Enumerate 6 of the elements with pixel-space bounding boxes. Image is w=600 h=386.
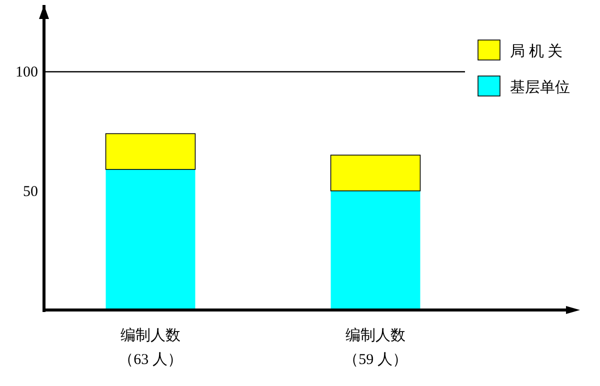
y-tick-label: 100: [16, 64, 38, 81]
x-tick-label: 编制人数（63 人）: [118, 327, 182, 368]
x-tick-label: 编制人数（59 人）: [344, 327, 408, 368]
y-tick-label: 50: [23, 184, 38, 200]
legend-label: 局 机 关: [510, 43, 562, 60]
legend-label: 基层单位: [510, 79, 570, 96]
